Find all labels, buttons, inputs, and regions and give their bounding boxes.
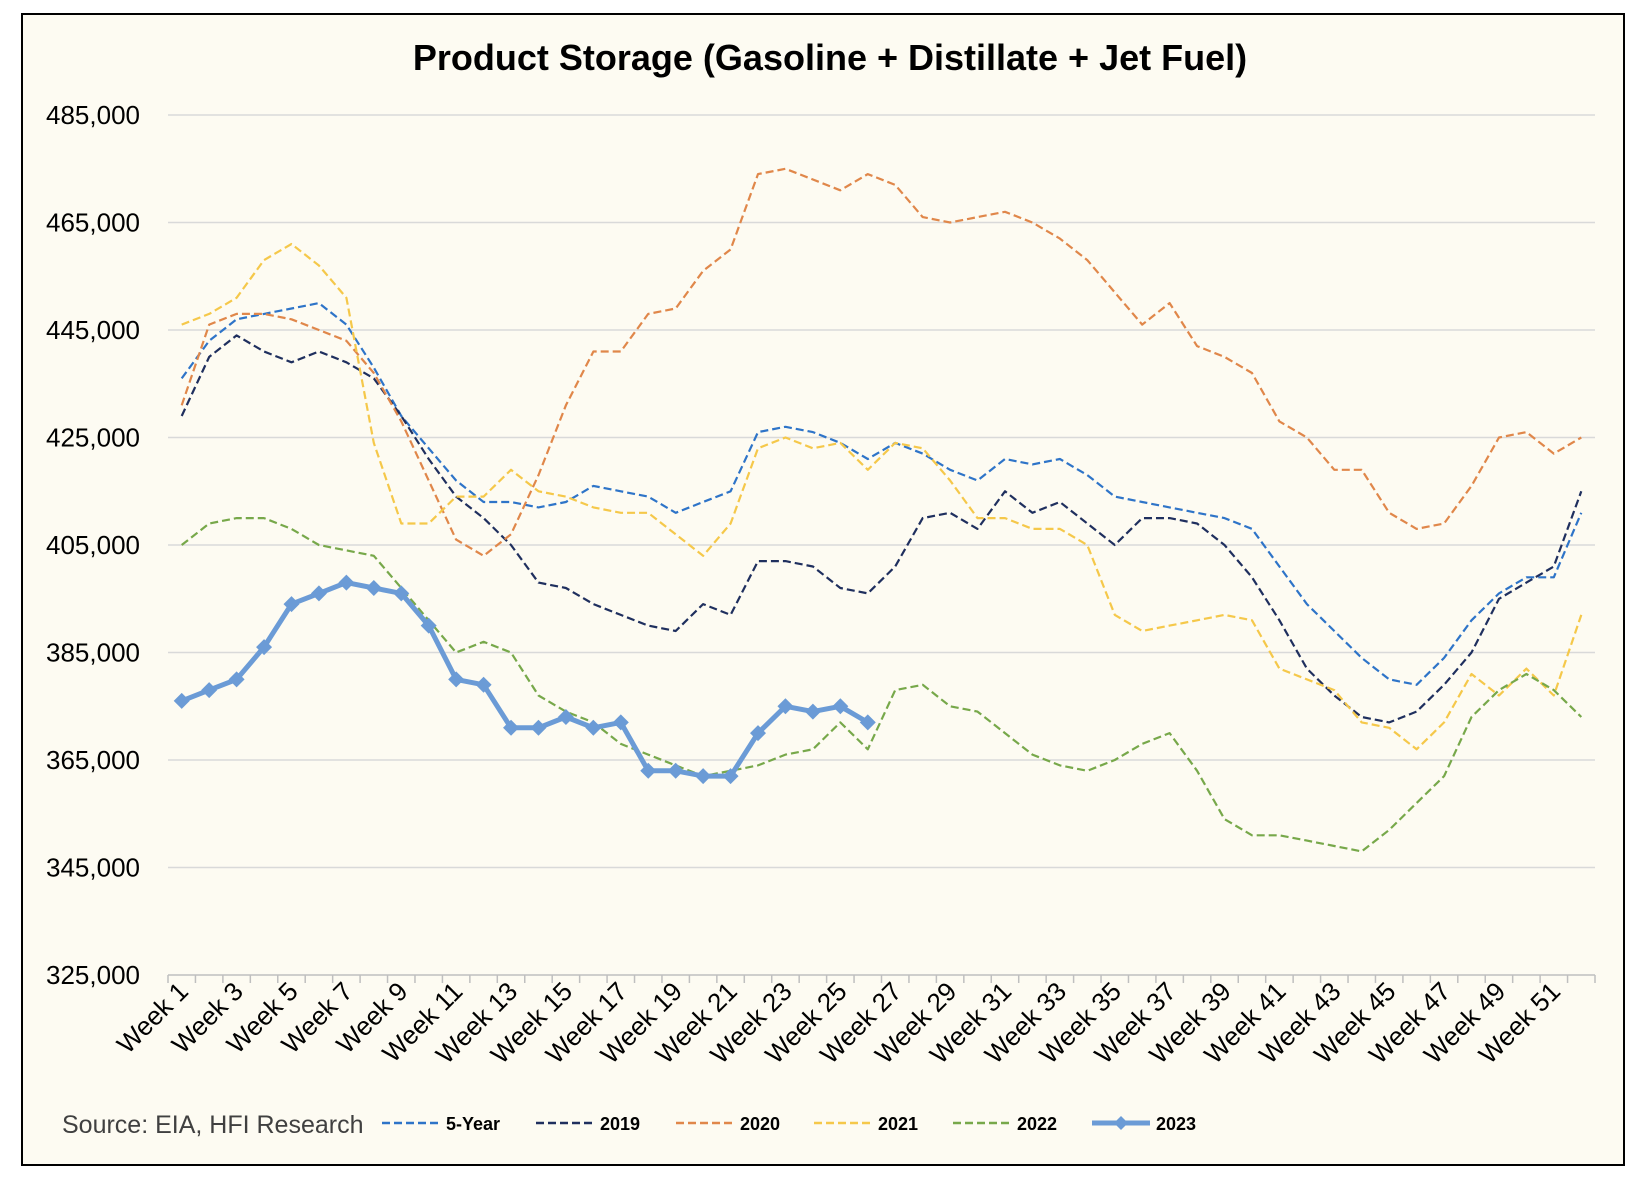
data-point-2023 [365, 580, 382, 596]
legend-label: 5-Year [446, 1114, 500, 1134]
y-tick-label: 345,000 [46, 853, 140, 883]
y-axis-ticks: 325,000 345,000 365,000 385,000 405,000 425,0… [46, 100, 140, 990]
data-point-2023 [640, 762, 657, 779]
data-point-2023 [832, 698, 849, 715]
data-point-2023 [557, 709, 574, 725]
y-tick-label: 405,000 [46, 530, 140, 560]
data-point-2023 [310, 585, 327, 602]
data-point-2023 [420, 617, 437, 634]
legend-marker [1114, 1116, 1128, 1130]
chart-title: Product Storage (Gasoline + Distillate +… [413, 37, 1247, 78]
data-point-2023 [722, 768, 739, 785]
gridlines [168, 114, 1595, 869]
series-line-2020 [180, 167, 1582, 557]
data-point-2023 [804, 703, 821, 720]
legend-label: 2019 [600, 1114, 640, 1134]
legend-label: 2023 [1156, 1114, 1196, 1134]
data-point-2023 [475, 676, 492, 693]
data-point-2023 [228, 671, 245, 688]
chart-background [21, 13, 1625, 1166]
data-point-2023 [750, 725, 767, 742]
data-point-2023 [503, 719, 520, 736]
data-point-2023 [695, 768, 712, 785]
series-line-2022 [181, 516, 1583, 853]
series-line-5-Year [180, 302, 1583, 686]
data-point-2023 [667, 762, 684, 779]
data-point-2023 [338, 574, 355, 591]
y-tick-label: 485,000 [46, 100, 140, 130]
legend: 5-Year 2019 2020 2021 2022 2023 [382, 1114, 1196, 1134]
y-tick-label: 325,000 [46, 960, 140, 990]
data-point-2023 [201, 682, 218, 699]
data-point-2023 [859, 714, 876, 731]
axes [167, 974, 1596, 983]
data-point-2023 [256, 639, 273, 656]
y-tick-label: 465,000 [46, 208, 140, 238]
series-line-2021 [181, 242, 1583, 751]
y-tick-label: 445,000 [46, 315, 140, 345]
data-point-2023 [612, 714, 629, 731]
y-tick-label: 425,000 [46, 423, 140, 453]
y-tick-label: 365,000 [46, 745, 140, 775]
legend-label: 2021 [878, 1114, 918, 1134]
y-tick-label: 385,000 [46, 638, 140, 668]
source-note: Source: EIA, HFI Research [62, 1111, 364, 1139]
data-point-2023 [585, 719, 602, 736]
data-point-2023 [777, 698, 794, 715]
data-point-2023 [530, 719, 547, 736]
data-point-2023 [283, 596, 300, 613]
series-lines [173, 167, 1583, 853]
data-point-2023 [173, 692, 190, 709]
legend-label: 2020 [740, 1114, 780, 1134]
data-point-2023 [448, 671, 465, 688]
legend-label: 2022 [1017, 1114, 1057, 1134]
data-point-2023 [393, 585, 410, 602]
